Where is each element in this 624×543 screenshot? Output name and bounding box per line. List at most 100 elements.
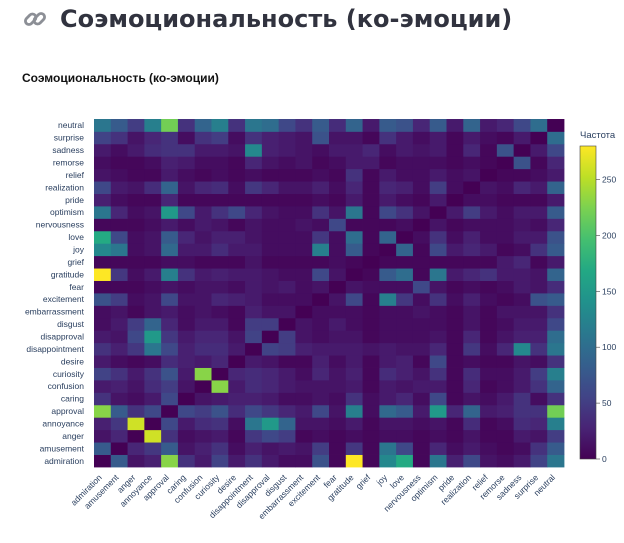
heatmap-cell-confusion-approval[interactable] <box>161 380 179 393</box>
heatmap-cell-fear-love[interactable] <box>396 280 414 294</box>
heatmap-cell-joy-remorse[interactable] <box>496 243 515 257</box>
heatmap-cell-admiration-desire[interactable] <box>228 454 246 468</box>
heatmap-cell-desire-excitement[interactable] <box>312 355 330 368</box>
heatmap-cell-desire-optimism[interactable] <box>429 355 447 368</box>
heatmap-cell-approval-confusion[interactable] <box>194 404 212 418</box>
heatmap-cell-desire-relief[interactable] <box>480 355 498 368</box>
heatmap-cell-grief-realization[interactable] <box>463 255 481 269</box>
heatmap-cell-anger-optimism[interactable] <box>429 429 447 443</box>
heatmap-cell-confusion-curiosity[interactable] <box>211 380 229 393</box>
heatmap-cell-approval-embarrassment[interactable] <box>295 404 313 418</box>
heatmap-cell-desire-caring[interactable] <box>177 355 196 368</box>
heatmap-cell-disappointment-love[interactable] <box>396 342 414 356</box>
heatmap-cell-surprise-amusement[interactable] <box>110 131 128 145</box>
heatmap-cell-fear-desire[interactable] <box>228 280 246 294</box>
heatmap-cell-annoyance-gratitude[interactable] <box>345 417 363 431</box>
heatmap-cell-anger-disgust[interactable] <box>278 429 296 443</box>
heatmap-cell-disapproval-remorse[interactable] <box>496 330 515 344</box>
heatmap-cell-grief-disappointment[interactable] <box>245 255 263 269</box>
heatmap-cell-joy-nervousness[interactable] <box>412 243 431 257</box>
heatmap-cell-sadness-remorse[interactable] <box>496 143 515 157</box>
heatmap-cell-relief-amusement[interactable] <box>110 168 128 182</box>
heatmap-cell-amusement-desire[interactable] <box>228 442 246 455</box>
heatmap-cell-pride-surprise[interactable] <box>530 193 548 207</box>
heatmap-cell-grief-desire[interactable] <box>228 255 246 269</box>
heatmap-cell-nervousness-desire[interactable] <box>228 218 246 232</box>
heatmap-cell-excitement-grief[interactable] <box>362 293 380 306</box>
heatmap-cell-embarrassment-optimism[interactable] <box>429 305 447 319</box>
heatmap-cell-realization-disgust[interactable] <box>278 181 296 194</box>
heatmap-cell-curiosity-pride[interactable] <box>446 367 464 381</box>
heatmap-cell-disappointment-caring[interactable] <box>177 342 196 356</box>
heatmap-cell-excitement-relief[interactable] <box>480 293 498 306</box>
heatmap-cell-amusement-caring[interactable] <box>177 442 196 455</box>
heatmap-cell-disappointment-surprise[interactable] <box>530 342 548 356</box>
heatmap-cell-disappointment-relief[interactable] <box>480 342 498 356</box>
heatmap-cell-approval-annoyance[interactable] <box>144 404 162 418</box>
heatmap-cell-admiration-fear[interactable] <box>329 454 347 468</box>
heatmap-cell-disgust-grief[interactable] <box>362 317 380 331</box>
heatmap-cell-surprise-annoyance[interactable] <box>144 131 162 145</box>
heatmap-cell-approval-disgust[interactable] <box>278 404 296 418</box>
heatmap-cell-neutral-relief[interactable] <box>480 119 498 132</box>
heatmap-cells[interactable] <box>94 119 565 468</box>
heatmap-cell-nervousness-approval[interactable] <box>161 218 179 232</box>
heatmap-cell-pride-disapproval[interactable] <box>261 193 280 207</box>
heatmap-cell-amusement-admiration[interactable] <box>94 442 112 455</box>
heatmap-cell-grief-disapproval[interactable] <box>261 255 280 269</box>
heatmap-cell-remorse-realization[interactable] <box>463 156 481 170</box>
heatmap-cell-grief-admiration[interactable] <box>94 255 112 269</box>
heatmap-cell-optimism-disgust[interactable] <box>278 206 296 219</box>
heatmap-cell-disappointment-neutral[interactable] <box>547 342 565 356</box>
heatmap-cell-relief-relief[interactable] <box>480 168 498 182</box>
heatmap-cell-disappointment-annoyance[interactable] <box>144 342 162 356</box>
heatmap-cell-optimism-pride[interactable] <box>446 206 464 219</box>
heatmap-cell-sadness-disgust[interactable] <box>278 143 296 157</box>
heatmap-cell-caring-caring[interactable] <box>177 392 196 406</box>
heatmap-cell-pride-annoyance[interactable] <box>144 193 162 207</box>
heatmap-cell-anger-annoyance[interactable] <box>144 429 162 443</box>
heatmap-cell-disapproval-admiration[interactable] <box>94 330 112 344</box>
heatmap-cell-nervousness-realization[interactable] <box>463 218 481 232</box>
heatmap-cell-embarrassment-embarrassment[interactable] <box>295 305 313 319</box>
heatmap-cell-neutral-joy[interactable] <box>379 119 397 132</box>
heatmap-cell-relief-embarrassment[interactable] <box>295 168 313 182</box>
heatmap-cell-realization-grief[interactable] <box>362 181 380 194</box>
heatmap-cell-pride-love[interactable] <box>396 193 414 207</box>
heatmap-cell-fear-realization[interactable] <box>463 280 481 294</box>
heatmap-cell-surprise-optimism[interactable] <box>429 131 447 145</box>
heatmap-cell-grief-confusion[interactable] <box>194 255 212 269</box>
heatmap-cell-confusion-excitement[interactable] <box>312 380 330 393</box>
heatmap-cell-love-surprise[interactable] <box>530 230 548 244</box>
heatmap-cell-confusion-desire[interactable] <box>228 380 246 393</box>
heatmap-cell-grief-caring[interactable] <box>177 255 196 269</box>
heatmap-cell-disapproval-annoyance[interactable] <box>144 330 162 344</box>
heatmap-cell-caring-embarrassment[interactable] <box>295 392 313 406</box>
heatmap-cell-fear-surprise[interactable] <box>530 280 548 294</box>
heatmap-cell-surprise-anger[interactable] <box>127 131 145 145</box>
heatmap-cell-caring-gratitude[interactable] <box>345 392 363 406</box>
heatmap-cell-gratitude-realization[interactable] <box>463 268 481 281</box>
heatmap-cell-surprise-love[interactable] <box>396 131 414 145</box>
heatmap-cell-disappointment-curiosity[interactable] <box>211 342 229 356</box>
heatmap-cell-disappointment-remorse[interactable] <box>496 342 515 356</box>
heatmap-cell-gratitude-sadness[interactable] <box>513 268 531 281</box>
heatmap-cell-disappointment-joy[interactable] <box>379 342 397 356</box>
heatmap-cell-surprise-sadness[interactable] <box>513 131 531 145</box>
heatmap-cell-disgust-admiration[interactable] <box>94 317 112 331</box>
heatmap-cell-annoyance-nervousness[interactable] <box>412 417 431 431</box>
heatmap-cell-confusion-gratitude[interactable] <box>345 380 363 393</box>
heatmap-cell-admiration-disappointment[interactable] <box>245 454 263 468</box>
heatmap-cell-excitement-admiration[interactable] <box>94 293 112 306</box>
heatmap-cell-confusion-disappointment[interactable] <box>245 380 263 393</box>
heatmap-cell-approval-realization[interactable] <box>463 404 481 418</box>
heatmap-cell-curiosity-amusement[interactable] <box>110 367 128 381</box>
heatmap-cell-neutral-desire[interactable] <box>228 119 246 132</box>
heatmap-cell-relief-pride[interactable] <box>446 168 464 182</box>
heatmap-cell-caring-surprise[interactable] <box>530 392 548 406</box>
heatmap-cell-disapproval-fear[interactable] <box>329 330 347 344</box>
heatmap-cell-optimism-love[interactable] <box>396 206 414 219</box>
heatmap-cell-gratitude-optimism[interactable] <box>429 268 447 281</box>
heatmap-cell-relief-grief[interactable] <box>362 168 380 182</box>
heatmap-cell-fear-embarrassment[interactable] <box>295 280 313 294</box>
